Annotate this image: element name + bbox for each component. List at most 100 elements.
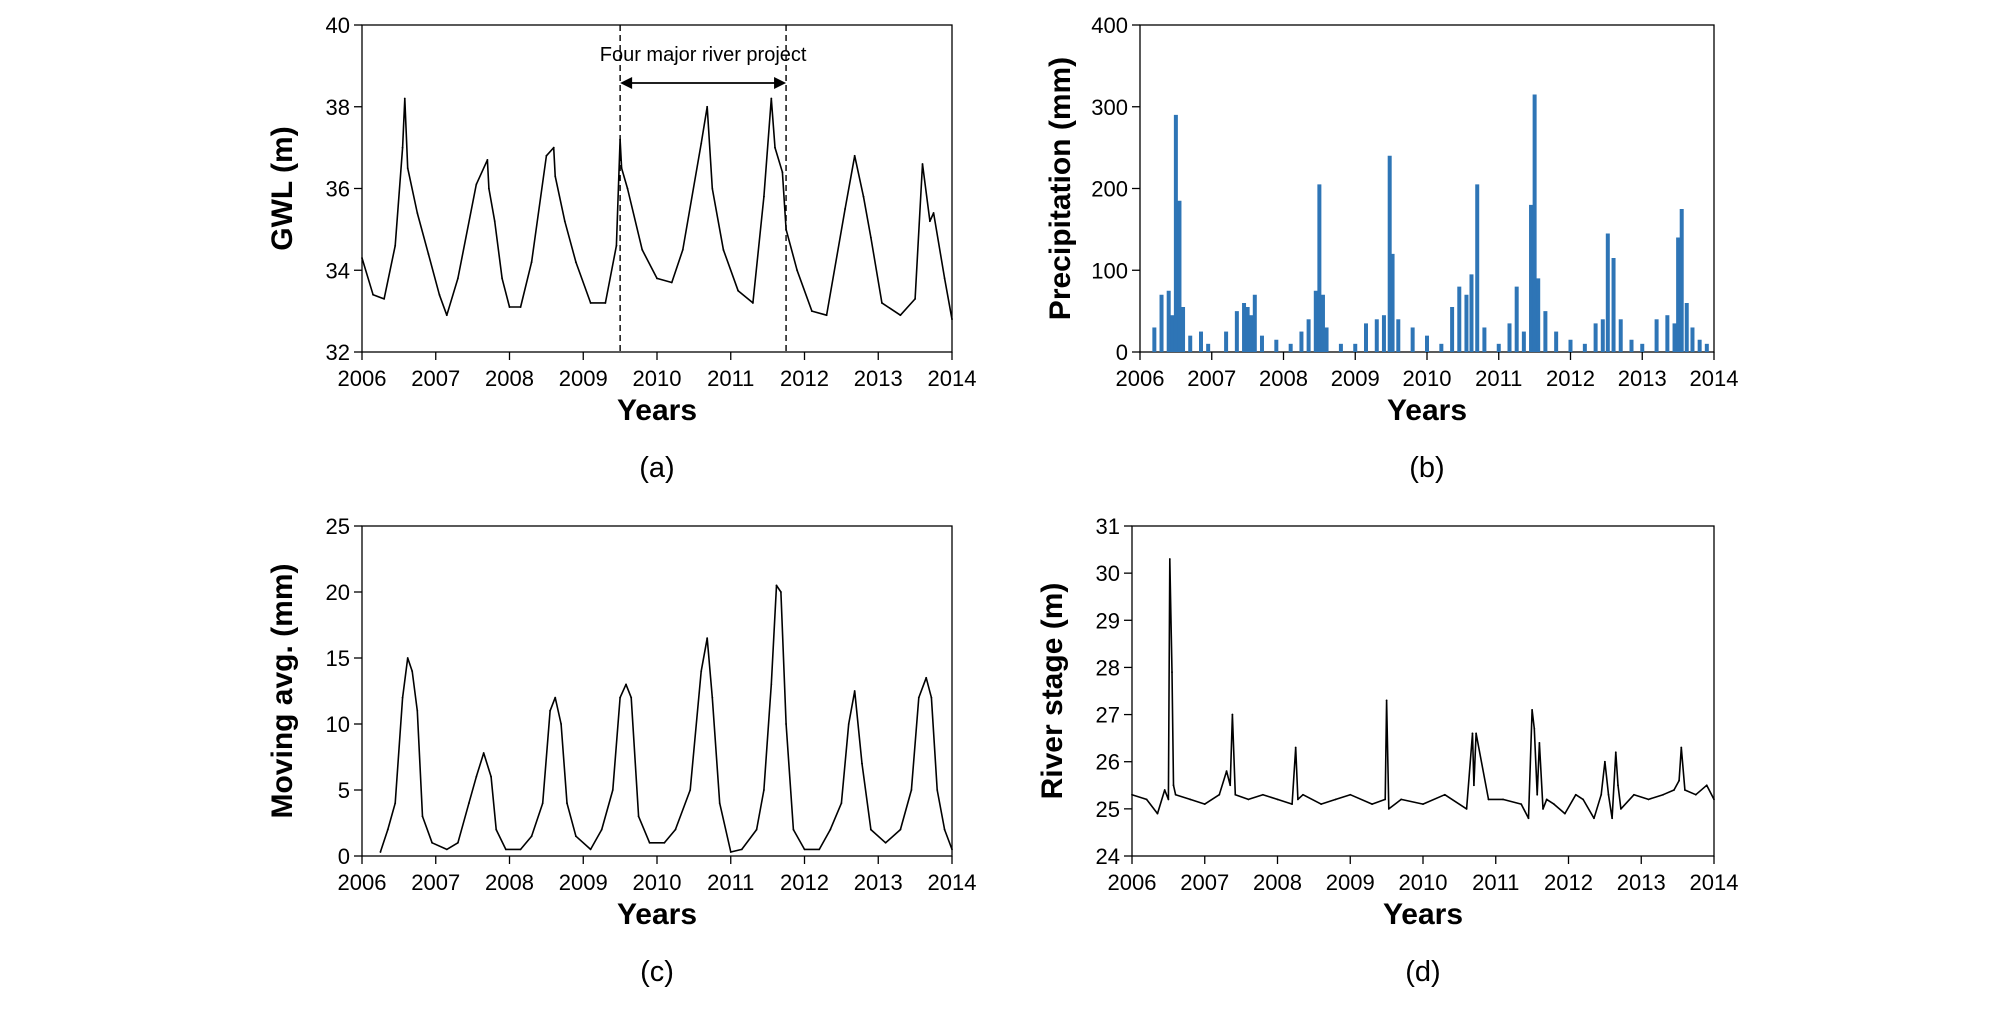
x-axis-title: Years [617, 898, 697, 931]
data-point [853, 154, 856, 157]
data-point [545, 154, 548, 157]
data-point [792, 828, 795, 831]
data-point [403, 97, 406, 100]
data-point [445, 848, 448, 851]
x-tick-label: 2011 [1472, 870, 1519, 895]
data-point [862, 195, 865, 198]
data-point [1705, 784, 1708, 787]
data-point [361, 257, 363, 259]
data-point [519, 306, 522, 308]
data-point [656, 277, 658, 280]
data-point [921, 163, 924, 165]
x-tick-label: 2011 [707, 870, 754, 895]
data-point [637, 815, 640, 818]
data-point [495, 828, 498, 831]
x-tick-label: 2014 [1690, 870, 1739, 895]
data-point [689, 789, 692, 791]
x-tick-label: 2006 [338, 870, 387, 895]
data-point [829, 828, 832, 831]
data-point [589, 848, 592, 851]
y-tick-label: 36 [326, 177, 350, 202]
data-point [1294, 746, 1297, 749]
data-point [386, 828, 389, 831]
y-tick-label: 25 [326, 514, 350, 539]
data-point [508, 306, 511, 308]
data-point [1276, 798, 1279, 801]
data-point [530, 835, 533, 838]
data-point [1527, 817, 1530, 820]
data-point [1443, 793, 1446, 796]
data-point [1384, 798, 1387, 801]
data-point [925, 676, 928, 679]
data-point [1662, 793, 1664, 796]
x-tick-label: 2008 [1259, 366, 1308, 391]
data-point [1334, 798, 1337, 801]
data-point [674, 828, 677, 831]
data-point [1520, 803, 1523, 806]
data-point [486, 158, 489, 161]
data-point [770, 97, 773, 100]
y-axis-title: Moving avg. (mm) [266, 563, 299, 818]
y-tick-label: 20 [326, 580, 350, 605]
data-point [475, 183, 478, 186]
data-point [951, 318, 953, 321]
data-point [1684, 789, 1686, 791]
data-point [1302, 793, 1304, 796]
data-point [899, 828, 902, 831]
data-point [501, 277, 504, 280]
data-point [1371, 803, 1373, 806]
panel-c: 0 5 10 15 20 25 2006 2007 2008 2009 2010 2011 2012 20… [266, 514, 976, 988]
data-point [711, 187, 714, 190]
data-point [383, 297, 386, 300]
x-tick-label: 2007 [411, 870, 460, 895]
data-point [763, 195, 765, 198]
data-point [379, 851, 382, 853]
data-point [1614, 751, 1617, 754]
y-tick-label: 10 [326, 712, 350, 737]
data-point [416, 212, 419, 214]
data-point [1533, 727, 1536, 730]
data-point [1349, 793, 1352, 796]
data-point [416, 709, 419, 712]
x-tick-label: 2012 [1546, 366, 1595, 391]
y-axis-title: River stage (m) [1036, 583, 1069, 800]
data-point [1600, 793, 1603, 796]
data-point [1673, 789, 1675, 791]
data-point [1611, 817, 1614, 820]
data-point [869, 828, 872, 831]
y-tick-label: 300 [1091, 95, 1128, 120]
data-point [549, 709, 551, 712]
data-point [1229, 784, 1232, 787]
data-point [475, 775, 478, 778]
data-point [504, 848, 507, 851]
data-point [1607, 793, 1610, 796]
data-point [1647, 798, 1650, 801]
data-point [1172, 784, 1175, 787]
data-point [1385, 699, 1388, 702]
data-point [706, 637, 709, 640]
data-point [1131, 793, 1133, 796]
data-point [406, 657, 409, 659]
data-point [1262, 793, 1264, 796]
panel-label: (b) [1409, 452, 1444, 484]
panel-a: 32 34 36 38 40 2006 2007 2008 2009 2010 2011 2012 20… [266, 13, 976, 484]
data-point [1713, 798, 1715, 801]
data-point [1167, 798, 1170, 801]
x-tick-label: 2013 [1618, 366, 1667, 391]
plot-frame [361, 525, 953, 857]
x-tick-label: 2010 [1399, 870, 1448, 895]
x-tick-label: 2014 [928, 870, 977, 895]
data-point [1465, 807, 1468, 810]
data-point [869, 236, 872, 239]
data-point [401, 696, 404, 699]
data-point [1471, 732, 1474, 735]
data-point [611, 789, 614, 791]
data-point [401, 146, 404, 149]
y-tick-label: 5 [338, 778, 350, 803]
data-point [574, 835, 577, 838]
data-point [1156, 812, 1159, 815]
x-tick-label: 2008 [485, 870, 534, 895]
x-tick-label: 2010 [633, 870, 682, 895]
data-point [1231, 713, 1234, 716]
data-point [1203, 803, 1206, 806]
